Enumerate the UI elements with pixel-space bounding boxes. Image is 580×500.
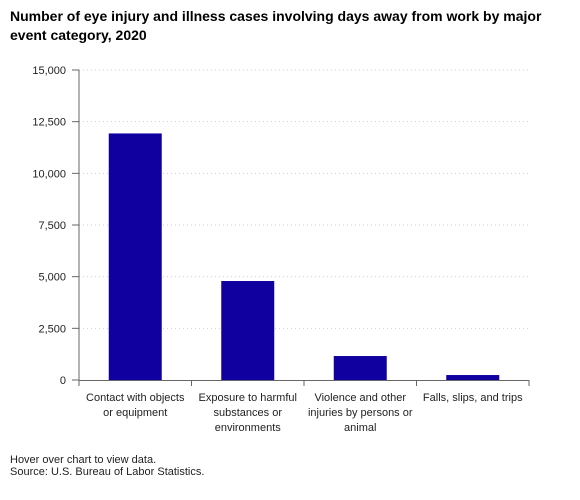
chart-footer: Hover over chart to view data. Source: U… (10, 454, 204, 478)
bar[interactable] (221, 281, 275, 380)
y-tick-label: 2,500 (38, 323, 66, 335)
bar[interactable] (446, 375, 500, 380)
x-tick-label: Contact with objects or equipment (86, 392, 185, 419)
x-tick-label-line: Exposure to harmful (199, 392, 297, 404)
chart-title: Number of eye injury and illness cases i… (10, 8, 542, 43)
bars[interactable] (108, 133, 500, 380)
y-tick-label: 0 (60, 375, 66, 387)
x-tick-label-line: Falls, slips, and trips (423, 392, 523, 404)
y-tick-label: 7,500 (38, 220, 66, 232)
x-tick-label-line: or equipment (103, 407, 167, 419)
x-tick-label-line: Violence and other (314, 392, 406, 404)
bar[interactable] (108, 133, 162, 380)
x-tick-label: Violence and other injuries by persons or… (308, 392, 413, 434)
gridlines (79, 69, 529, 329)
x-tick-label: Falls, slips, and trips (423, 392, 523, 404)
source-note: Source: U.S. Bureau of Labor Statistics. (10, 466, 205, 478)
x-tick-label-line: environments (215, 422, 282, 434)
x-tick-label-line: substances or (214, 407, 283, 419)
x-tick-label-line: animal (344, 422, 376, 434)
y-tick-label: 5,000 (38, 272, 66, 284)
y-axis-tick-labels: 0 2,500 5,000 7,500 10,000 12,500 15,000 (32, 65, 66, 387)
bar[interactable] (333, 356, 387, 380)
y-tick-label: 12,500 (32, 117, 66, 129)
x-tick-label-line: injuries by persons or (308, 407, 413, 419)
x-tick-label: Exposure to harmful substances or environm… (199, 392, 297, 434)
hover-hint: Hover over chart to view data. (10, 454, 157, 466)
y-tick-label: 10,000 (32, 168, 66, 180)
x-axis-tick-labels: Contact with objects or equipment Exposure… (86, 392, 523, 434)
y-tick-label: 15,000 (32, 65, 66, 77)
axes (72, 69, 530, 386)
x-tick-label-line: Contact with objects (86, 392, 185, 404)
